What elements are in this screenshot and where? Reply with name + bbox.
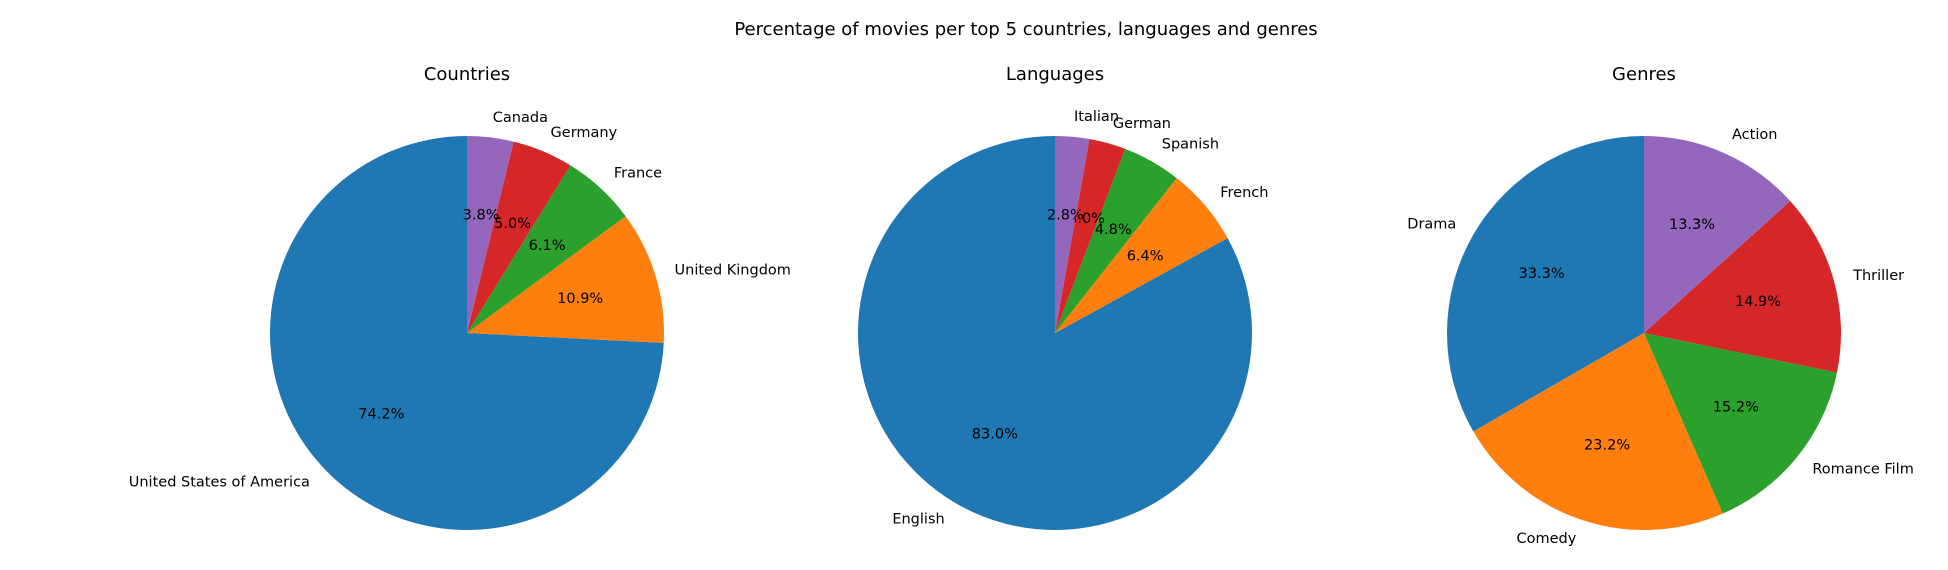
pie-pct-france: 6.1% bbox=[529, 238, 566, 254]
pie-label-drama: Drama bbox=[1407, 217, 1456, 233]
pie-pct-drama: 33.3% bbox=[1519, 266, 1565, 282]
pie-label-united-states-of-america: United States of America bbox=[129, 474, 310, 490]
pie-label-french: French bbox=[1220, 185, 1268, 201]
pie-pct-italian: 2.8% bbox=[1047, 207, 1084, 223]
pie-slice-comedy bbox=[1473, 333, 1723, 531]
pie-pct-thriller: 14.9% bbox=[1735, 294, 1781, 310]
pie-title-countries: Countries bbox=[424, 64, 510, 85]
pie-label-romance-film: Romance Film bbox=[1812, 461, 1913, 477]
pie-genres: Genres Drama 33.3% Comedy 23.2% Romance Film 1… bbox=[1407, 64, 1914, 547]
pie-slice-german bbox=[1055, 139, 1126, 333]
pie-pct-germany: 5.0% bbox=[494, 216, 531, 232]
pie-pct-english: 83.0% bbox=[972, 427, 1018, 443]
pie-label-canada: Canada bbox=[493, 110, 548, 126]
pie-title-genres: Genres bbox=[1612, 64, 1676, 85]
pie-slice-drama bbox=[1446, 136, 1644, 432]
pie-label-spanish: Spanish bbox=[1162, 136, 1219, 152]
pie-pct-united-states-of-america: 74.2% bbox=[358, 406, 404, 422]
pie-slice-thriller bbox=[1644, 200, 1841, 373]
pie-label-germany: Germany bbox=[551, 125, 618, 141]
pie-pct-german: 3.0% bbox=[1068, 211, 1105, 227]
pie-slice-france bbox=[467, 165, 626, 333]
pie-label-italian: Italian bbox=[1074, 109, 1119, 125]
pie-pct-comedy: 23.2% bbox=[1584, 437, 1630, 453]
pie-slice-united-kingdom bbox=[467, 216, 664, 343]
pie-slice-romance-film bbox=[1644, 333, 1837, 514]
pie-slice-germany bbox=[467, 141, 571, 333]
pie-label-action: Action bbox=[1732, 127, 1777, 143]
pie-slice-spanish bbox=[1055, 148, 1177, 333]
pie-slice-french bbox=[1055, 178, 1228, 333]
pie-countries: Countries United States of America 74.2% Un… bbox=[129, 64, 791, 530]
pie-label-united-kingdom: United Kingdom bbox=[675, 263, 791, 279]
pie-languages: Languages English 83.0% French 6.4% Spanish 4.… bbox=[858, 64, 1268, 530]
pie-label-thriller: Thriller bbox=[1852, 268, 1904, 284]
pie-label-english: English bbox=[892, 512, 944, 528]
pie-pct-united-kingdom: 10.9% bbox=[557, 291, 603, 307]
pie-label-comedy: Comedy bbox=[1516, 531, 1576, 547]
pie-slice-united-states-of-america bbox=[269, 136, 664, 530]
pie-label-german: German bbox=[1113, 116, 1171, 132]
pie-pct-french: 6.4% bbox=[1127, 249, 1164, 265]
pie-pct-action: 13.3% bbox=[1669, 217, 1715, 233]
pie-title-languages: Languages bbox=[1006, 64, 1104, 85]
pie-slice-italian bbox=[1055, 136, 1090, 333]
figure-title: Percentage of movies per top 5 countries… bbox=[734, 19, 1317, 40]
pie-slice-canada bbox=[467, 136, 514, 333]
pie-pct-canada: 3.8% bbox=[463, 208, 500, 224]
pie-pct-romance-film: 15.2% bbox=[1713, 399, 1759, 415]
pie-pct-spanish: 4.8% bbox=[1095, 222, 1132, 238]
pie-slice-action bbox=[1644, 136, 1791, 333]
pie-label-france: France bbox=[614, 166, 662, 182]
